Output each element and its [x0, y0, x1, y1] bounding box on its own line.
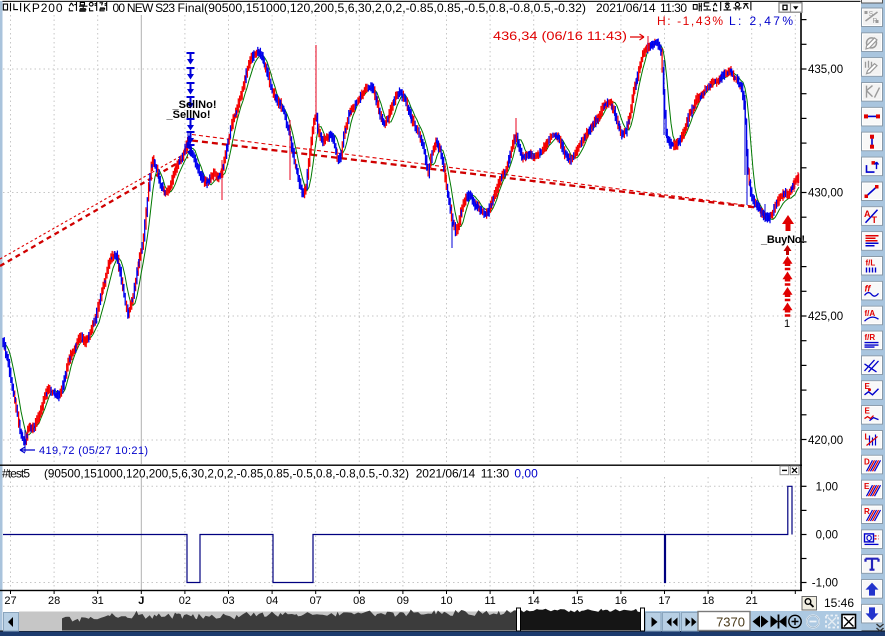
svg-text:L: 2,47%: L: 2,47%: [729, 14, 793, 28]
svg-text:10: 10: [440, 595, 452, 607]
svg-text:27: 27: [4, 595, 16, 607]
svg-text:S: S: [869, 11, 874, 18]
svg-text:420,00: 420,00: [808, 435, 843, 447]
svg-text:P: P: [873, 18, 878, 25]
svg-text:L: L: [865, 433, 870, 442]
svg-text:_SellNo!: _SellNo!: [172, 99, 217, 111]
svg-text:31: 31: [92, 595, 104, 607]
svg-text:R: R: [864, 507, 870, 516]
svg-text:(90500,151000,120,200,5,6,30,2: (90500,151000,120,200,5,6,30,2,0,2,-0.85…: [44, 467, 409, 481]
svg-text:17: 17: [658, 595, 670, 607]
svg-text:430,00: 430,00: [808, 188, 843, 200]
svg-text:_BuyNo!: _BuyNo!: [760, 234, 805, 246]
svg-text:H: -1,43%: H: -1,43%: [657, 14, 723, 28]
svg-text:21: 21: [746, 595, 758, 607]
svg-text:15:46: 15:46: [824, 596, 854, 610]
svg-text:2021/06/14: 2021/06/14: [416, 467, 476, 481]
svg-text:1: 1: [784, 318, 790, 330]
svg-text:436,34 (06/16 11:43): 436,34 (06/16 11:43): [493, 31, 627, 43]
svg-text:_SellNo!: _SellNo!: [166, 109, 211, 121]
svg-text:J: J: [138, 595, 144, 607]
svg-text:14: 14: [528, 595, 540, 607]
svg-text:1,00: 1,00: [816, 481, 838, 493]
svg-text:T: T: [872, 215, 878, 225]
svg-text:ff: ff: [865, 283, 872, 293]
svg-text:16: 16: [615, 595, 627, 607]
svg-text:435,00: 435,00: [808, 64, 843, 76]
svg-text:KP200: KP200: [23, 1, 63, 15]
svg-text:07: 07: [310, 595, 322, 607]
svg-text:f/A: f/A: [865, 309, 876, 318]
svg-text:08: 08: [353, 595, 365, 607]
svg-text:-1,00: -1,00: [812, 578, 838, 590]
svg-text:Q: Q: [866, 534, 872, 543]
svg-text:02: 02: [179, 595, 191, 607]
svg-text:E: E: [864, 482, 870, 491]
svg-text:00 NEW S23: 00 NEW S23: [113, 1, 176, 15]
svg-text:0,00: 0,00: [514, 467, 538, 481]
svg-text:18: 18: [702, 595, 714, 607]
svg-text:D: D: [864, 457, 870, 466]
svg-text:09: 09: [397, 595, 409, 607]
svg-text:7370: 7370: [716, 615, 745, 630]
svg-text:2021/06/14: 2021/06/14: [596, 1, 656, 15]
svg-text:A: A: [864, 209, 871, 219]
svg-text:#test5: #test5: [2, 467, 30, 481]
svg-text:11:30: 11:30: [481, 467, 510, 481]
svg-text:04: 04: [266, 595, 278, 607]
svg-text:28: 28: [48, 595, 60, 607]
svg-text:Final(90500,151000,120,200,5,6: Final(90500,151000,120,200,5,6,30,2,0,2,…: [178, 1, 587, 15]
svg-text:E: E: [865, 407, 871, 416]
svg-text:03: 03: [222, 595, 234, 607]
svg-text:425,00: 425,00: [808, 311, 843, 323]
svg-text:0,00: 0,00: [816, 530, 838, 542]
svg-text:15: 15: [571, 595, 583, 607]
svg-text:f/R: f/R: [865, 333, 876, 342]
svg-text:11:30: 11:30: [660, 1, 687, 15]
svg-text:f/L: f/L: [866, 259, 876, 268]
svg-text:419,72 (05/27 10:21): 419,72 (05/27 10:21): [39, 445, 148, 457]
svg-text:11: 11: [484, 595, 495, 607]
svg-text:E: E: [865, 382, 871, 391]
